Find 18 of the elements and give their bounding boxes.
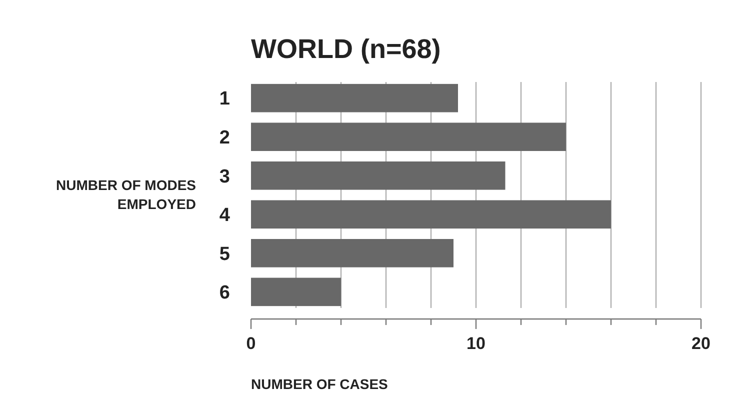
x-tick-label: 10 (466, 334, 486, 353)
y-tick-label: 4 (219, 205, 230, 226)
y-tick-label: 3 (219, 166, 230, 188)
chart-title: WORLD (n=68) (251, 34, 441, 64)
bar (251, 200, 611, 229)
y-tick-label: 5 (219, 244, 230, 265)
bar (251, 122, 566, 151)
y-axis-title: NUMBER OF MODES EMPLOYED (56, 177, 196, 212)
x-tick-label: 20 (692, 334, 710, 353)
x-tick-label: 0 (246, 334, 256, 353)
bar (251, 239, 454, 268)
x-axis-title: NUMBER OF CASES (251, 376, 388, 392)
bar (251, 161, 506, 190)
y-tick-label: 6 (219, 282, 230, 304)
y-tick-label: 1 (219, 88, 230, 110)
bar (251, 278, 341, 306)
y-tick-label: 2 (219, 128, 230, 148)
bar (251, 84, 458, 112)
